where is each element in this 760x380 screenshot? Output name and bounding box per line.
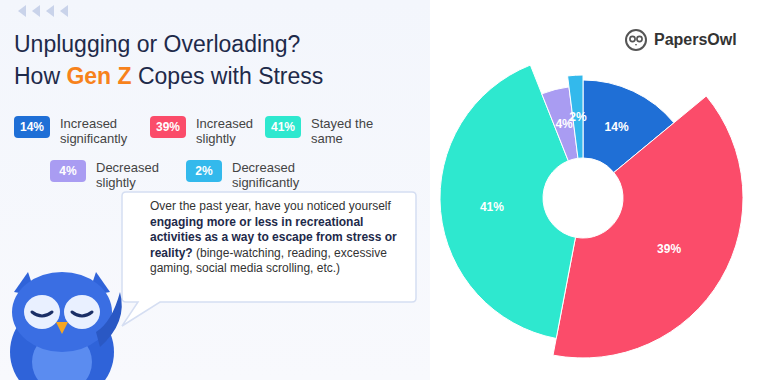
svg-text:4%: 4% — [555, 117, 573, 132]
html-text:Over the past year, have you n: Over the past year, have you noticed you… — [150, 199, 391, 213]
html-text:Stayed the same: Stayed the same — [311, 116, 374, 146]
svg-text:14%: 14% — [605, 120, 629, 134]
svg-text:39%: 39% — [657, 242, 681, 256]
html-text:14%: 14% — [20, 120, 44, 134]
html-text:41%: 41% — [271, 120, 295, 134]
html-text:Unplugging or Overloading?: Unplugging or Overloading? — [14, 31, 301, 57]
html-text:2%: 2% — [195, 164, 213, 178]
html-text:How Gen Z Copes with Stress: How Gen Z Copes with Stress — [14, 63, 324, 89]
svg-text:41%: 41% — [480, 200, 504, 214]
html-text:Increased significantly: Increased significantly — [60, 116, 128, 146]
html-text:engaging more or less in recre: engaging more or less in recreational ac… — [150, 214, 397, 275]
html-text:Decreased slightly: Decreased slightly — [96, 160, 159, 190]
html-text:Decreased significantly: Decreased significantly — [232, 160, 300, 190]
svg-text:2%: 2% — [569, 110, 587, 124]
html-text:39%: 39% — [156, 120, 180, 134]
html-text:4%: 4% — [59, 164, 77, 178]
html-text:Increased slightly: Increased slightly — [196, 116, 254, 146]
html-text:PapersOwl: PapersOwl — [654, 31, 737, 48]
